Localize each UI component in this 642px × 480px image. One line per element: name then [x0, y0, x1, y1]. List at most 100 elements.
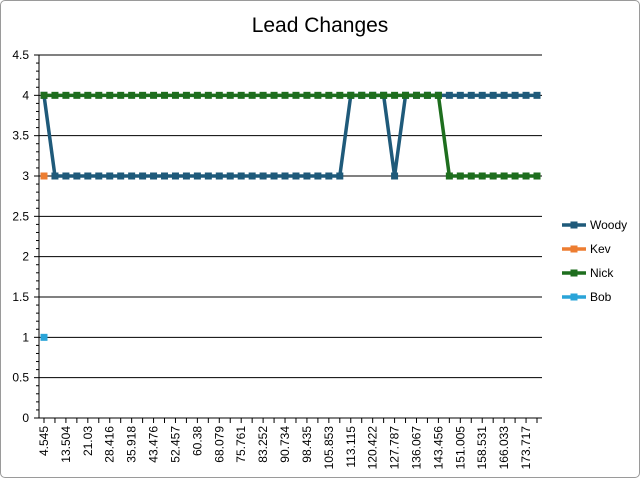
data-point-nick [380, 91, 388, 99]
x-tick-label: 35.918 [125, 426, 139, 463]
data-point-woody [259, 172, 267, 180]
x-tick-label: 105.853 [322, 426, 336, 470]
legend-marker-kev [570, 245, 578, 253]
x-tick-label: 127.787 [388, 426, 402, 470]
data-point-woody [467, 91, 475, 99]
data-point-nick [467, 172, 475, 180]
data-point-woody [117, 172, 125, 180]
data-point-nick [391, 91, 399, 99]
data-point-nick [84, 91, 92, 99]
data-point-woody [292, 172, 300, 180]
data-point-nick [402, 91, 410, 99]
data-point-woody [500, 91, 508, 99]
y-axis-ticks: 0 0.5 1 1.5 2 2.5 3 3.5 4 4.5 [12, 48, 39, 425]
data-point-nick [281, 91, 289, 99]
data-point-woody [533, 91, 541, 99]
data-point-nick [226, 91, 234, 99]
x-tick-label: 60.38 [190, 426, 204, 456]
x-tick-label: 68.079 [212, 426, 226, 463]
data-point-nick [117, 91, 125, 99]
x-tick-label: 143.456 [431, 426, 445, 470]
data-point-woody [270, 172, 278, 180]
x-tick-label: 52.457 [168, 426, 182, 463]
data-point-nick [358, 91, 366, 99]
x-tick-label: 4.545 [37, 426, 51, 456]
data-point-nick [369, 91, 377, 99]
x-tick-label: 136.067 [409, 426, 423, 470]
data-point-nick [303, 91, 311, 99]
data-point-nick [106, 91, 114, 99]
data-point-nick [182, 91, 190, 99]
data-point-nick [434, 91, 442, 99]
data-point-nick [511, 172, 519, 180]
x-tick-label: 13.504 [59, 426, 73, 463]
x-tick-label: 98.435 [300, 426, 314, 463]
data-point-woody [161, 172, 169, 180]
data-point-woody [182, 172, 190, 180]
data-point-nick [62, 91, 70, 99]
data-point-nick [456, 172, 464, 180]
data-point-woody [478, 91, 486, 99]
data-point-woody [84, 172, 92, 180]
data-point-nick [489, 172, 497, 180]
y-tick-label: 2 [22, 250, 29, 264]
data-point-nick [325, 91, 333, 99]
x-tick-label: 166.033 [497, 426, 511, 470]
data-point-woody [62, 172, 70, 180]
legend-marker-nick [570, 269, 578, 277]
data-point-woody [171, 172, 179, 180]
y-tick-label: 3 [22, 169, 29, 183]
data-point-nick [336, 91, 344, 99]
y-tick-label: 0 [22, 411, 29, 425]
legend-marker-bob [570, 293, 578, 301]
data-point-nick [522, 172, 530, 180]
data-point-nick [171, 91, 179, 99]
y-tick-label: 3.5 [12, 129, 29, 143]
y-tick-label: 4 [22, 88, 29, 102]
data-point-nick [128, 91, 136, 99]
data-point-nick [161, 91, 169, 99]
data-point-woody [237, 172, 245, 180]
x-tick-label: 120.422 [366, 426, 380, 470]
data-point-nick [193, 91, 201, 99]
x-tick-label: 158.531 [475, 426, 489, 470]
data-point-woody [336, 172, 344, 180]
data-point-woody [193, 172, 201, 180]
data-point-nick [478, 172, 486, 180]
data-point-woody [150, 172, 158, 180]
series-lines [40, 91, 541, 341]
data-point-woody [226, 172, 234, 180]
data-point-woody [522, 91, 530, 99]
y-tick-label: 0.5 [12, 371, 29, 385]
data-point-nick [95, 91, 103, 99]
data-point-woody [325, 172, 333, 180]
axes [38, 55, 542, 419]
legend-label-nick: Nick [590, 266, 614, 280]
data-point-woody [391, 172, 399, 180]
y-tick-label: 1 [22, 330, 29, 344]
legend-label-bob: Bob [590, 290, 612, 304]
data-point-nick [445, 172, 453, 180]
x-tick-label: 75.761 [234, 426, 248, 463]
data-point-nick [423, 91, 431, 99]
data-point-woody [106, 172, 114, 180]
data-point-nick [314, 91, 322, 99]
x-tick-label: 43.476 [147, 426, 161, 463]
data-point-woody [511, 91, 519, 99]
data-point-woody [73, 172, 81, 180]
data-point-woody [489, 91, 497, 99]
data-point-woody [215, 172, 223, 180]
gridlines [39, 54, 542, 379]
data-point-nick [215, 91, 223, 99]
data-point-woody [139, 172, 147, 180]
data-point-woody [456, 91, 464, 99]
data-point-nick [292, 91, 300, 99]
x-tick-label: 113.115 [344, 426, 358, 468]
data-point-nick [204, 91, 212, 99]
data-point-nick [259, 91, 267, 99]
data-point-kev [40, 172, 48, 180]
data-point-woody [303, 172, 311, 180]
data-point-nick [51, 91, 59, 99]
